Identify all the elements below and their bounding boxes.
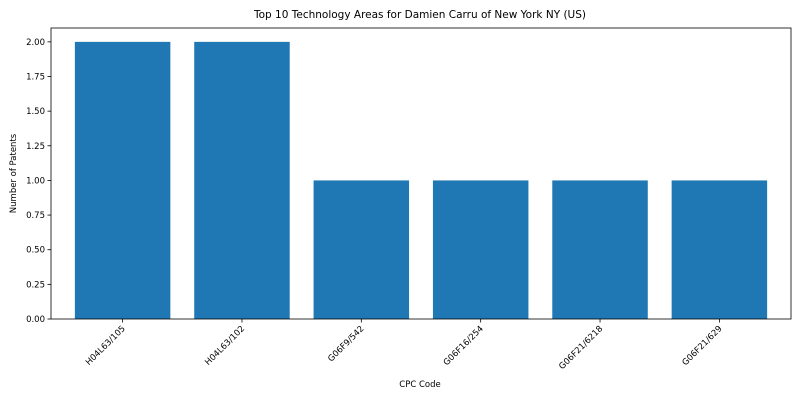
bar-G06F21/629 bbox=[672, 180, 767, 319]
x-tick-label: G06F21/629 bbox=[681, 324, 725, 368]
y-tick-label: 1.75 bbox=[26, 73, 45, 83]
y-tick-label: 0.25 bbox=[26, 280, 45, 290]
y-tick-label: 1.00 bbox=[26, 176, 45, 186]
bar-G06F9/542 bbox=[314, 180, 409, 319]
y-tick-label: 1.50 bbox=[26, 107, 45, 117]
plot-area bbox=[75, 42, 767, 319]
x-axis: H04L63/105 H04L63/102 G06F9/542 G06F16/254 G… bbox=[84, 319, 725, 372]
y-axis: 0.00 0.25 0.50 0.75 1.00 1.25 1.50 1.75 2.00 bbox=[26, 38, 51, 325]
x-tick-label: H04L63/102 bbox=[203, 324, 247, 368]
bar-G06F16/254 bbox=[433, 180, 528, 319]
y-tick-label: 0.00 bbox=[26, 315, 45, 325]
y-tick-label: 0.75 bbox=[26, 211, 45, 221]
x-axis-label: CPC Code bbox=[399, 380, 440, 390]
y-tick-label: 0.50 bbox=[26, 246, 45, 256]
bar-H04L63/105 bbox=[75, 42, 170, 319]
y-axis-label: Number of Patents bbox=[9, 133, 19, 213]
x-tick-label: G06F16/254 bbox=[442, 324, 486, 368]
y-tick-label: 2.00 bbox=[26, 38, 45, 48]
x-tick-label: G06F21/6218 bbox=[557, 324, 605, 372]
bar-G06F21/6218 bbox=[552, 180, 647, 319]
bar-H04L63/102 bbox=[194, 42, 289, 319]
chart-title: Top 10 Technology Areas for Damien Carru… bbox=[253, 9, 586, 21]
y-tick-label: 1.25 bbox=[26, 142, 45, 152]
x-tick-label: G06F9/542 bbox=[326, 324, 366, 364]
x-tick-label: H04L63/105 bbox=[84, 324, 128, 368]
